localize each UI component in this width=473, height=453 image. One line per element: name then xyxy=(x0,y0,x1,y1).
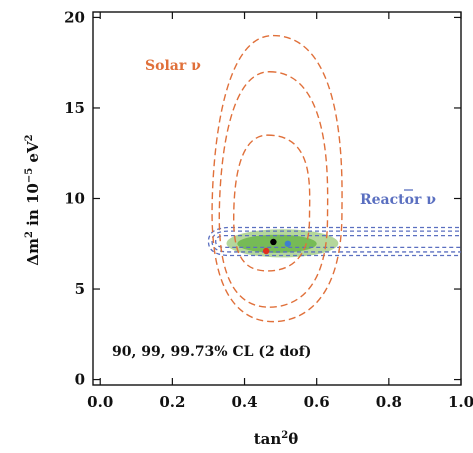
reactor-nu: ν xyxy=(426,192,436,208)
best-fit-point-black xyxy=(270,238,277,246)
y-tick-label: 5 xyxy=(75,280,85,298)
x-tick-label: 0.0 xyxy=(87,393,113,411)
y-tick-label: 0 xyxy=(75,371,85,389)
x-tick-label: 0.6 xyxy=(304,393,330,411)
y-tick-label: 20 xyxy=(64,8,85,26)
axis-ticks: 0.0 0.2 0.4 0.6 0.8 1.0 0 5 10 15 20 xyxy=(64,8,473,411)
y-axis-label: Δm2 in 10−5 eV2 xyxy=(24,134,42,265)
solar-contour-99.73% xyxy=(211,34,343,323)
global-region-inner xyxy=(237,234,317,253)
x-tick-label: 0.2 xyxy=(159,393,185,411)
y-tick-label: 10 xyxy=(64,190,85,208)
x-tick-label: 0.8 xyxy=(376,393,402,411)
contour-layer xyxy=(207,34,461,323)
solar-contour-99% xyxy=(218,71,329,308)
solar-contour-90% xyxy=(233,134,311,272)
y-tick-label: 15 xyxy=(64,99,85,117)
x-tick-label: 0.4 xyxy=(231,393,257,411)
cl-note: 90, 99, 99.73% CL (2 dof) xyxy=(112,344,311,360)
plot-frame xyxy=(92,11,462,386)
x-tick-label: 1.0 xyxy=(448,393,473,411)
reactor-label: Reactor ν xyxy=(360,192,436,208)
x-axis-label: tan2θ xyxy=(254,430,299,448)
solar-label: Solar ν xyxy=(145,58,201,74)
reactor-contour-99% xyxy=(211,230,461,253)
best-fit-point-blue xyxy=(284,240,292,247)
best-fit-point-red xyxy=(262,247,270,255)
